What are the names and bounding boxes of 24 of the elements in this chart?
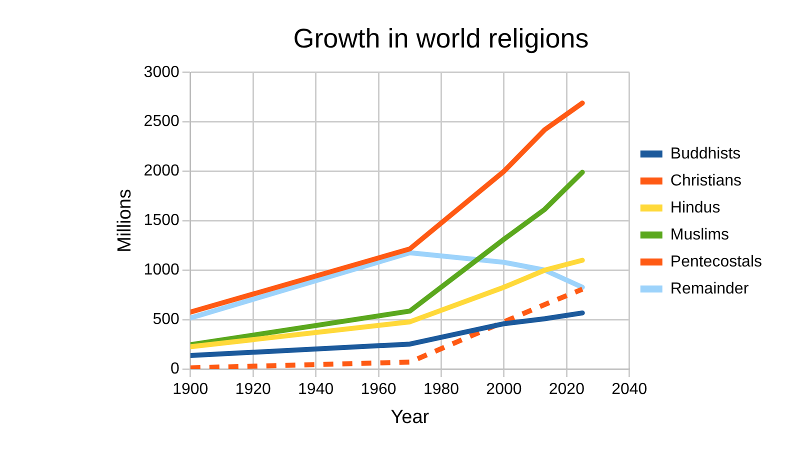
- y-tick-label: 0: [170, 360, 180, 378]
- y-tick-label: 3000: [144, 64, 180, 81]
- x-tick-label: 1920: [235, 381, 272, 398]
- legend-label: Christians: [670, 172, 742, 190]
- x-axis-title: Year: [390, 406, 430, 428]
- x-tick-label: 1960: [360, 381, 396, 398]
- legend-label: Muslims: [670, 226, 730, 244]
- chart-title: Growth in world religions: [293, 24, 589, 54]
- legend-label: Remainder: [670, 280, 750, 298]
- y-tick-label: 1500: [144, 212, 180, 230]
- legend-label: Buddhists: [670, 145, 741, 162]
- x-tick-label: 1900: [172, 381, 208, 398]
- y-tick-label: 2500: [144, 113, 180, 130]
- y-tick-label: 500: [152, 310, 180, 328]
- x-tick-label: 2000: [486, 381, 522, 398]
- y-tick-label: 2000: [144, 162, 180, 180]
- y-axis-title: Millions: [114, 189, 136, 252]
- legend-label: Pentecostals: [670, 253, 762, 270]
- x-tick-label: 1980: [423, 381, 460, 398]
- legend-label: Hindus: [670, 199, 720, 216]
- x-tick-label: 2020: [548, 381, 585, 398]
- x-tick-label: 2040: [612, 381, 648, 398]
- x-tick-label: 1940: [298, 381, 334, 398]
- y-tick-label: 1000: [144, 262, 180, 279]
